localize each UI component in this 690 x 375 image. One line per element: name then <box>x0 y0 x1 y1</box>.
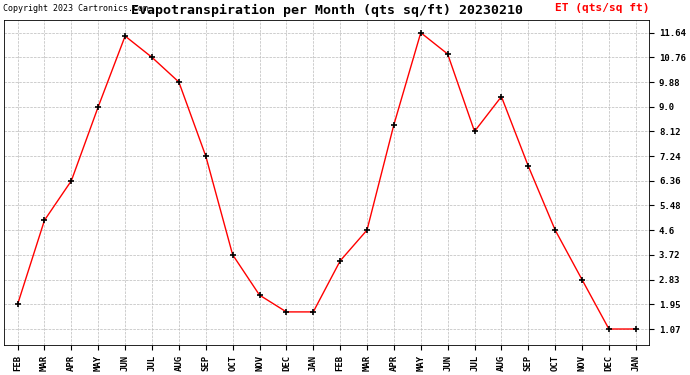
Text: Copyright 2023 Cartronics.com: Copyright 2023 Cartronics.com <box>3 4 148 13</box>
Text: ET (qts/sq ft): ET (qts/sq ft) <box>555 3 649 13</box>
Title: Evapotranspiration per Month (qts sq/ft) 20230210: Evapotranspiration per Month (qts sq/ft)… <box>130 4 523 17</box>
